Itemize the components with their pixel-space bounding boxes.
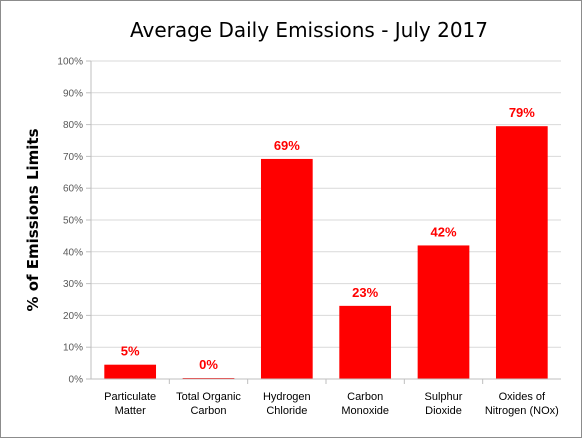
x-tick-label: Oxides of Nitrogen (NOx) [485, 391, 559, 417]
data-label: 79% [509, 105, 535, 120]
x-axis-ticks: Particulate Matter Total Organic Carbon Hydr… [104, 379, 559, 417]
data-label: 0% [199, 357, 218, 372]
y-tick-label: 20% [63, 311, 83, 322]
y-tick-label: 100% [57, 57, 83, 68]
y-axis-label: % of Emissions Limits [24, 128, 42, 311]
bar [339, 305, 392, 379]
y-tick-label: 50% [63, 216, 83, 227]
bars [104, 126, 548, 379]
y-tick-label: 70% [63, 152, 83, 163]
x-tick-label: Carbon Monoxide [341, 391, 389, 417]
data-labels: 5% 0% 69% 23% 42% 79% [121, 105, 536, 372]
gridlines [91, 60, 561, 348]
bar [495, 126, 548, 379]
bar [260, 158, 313, 379]
x-tick-label: Hydrogen Chloride [263, 391, 311, 417]
y-tick-label: 0% [69, 375, 84, 386]
data-label: 42% [430, 224, 456, 239]
data-label: 69% [274, 138, 300, 153]
bar [417, 245, 470, 379]
chart-title: Average Daily Emissions - July 2017 [130, 18, 488, 42]
data-label: 5% [121, 344, 140, 359]
y-tick-label: 30% [63, 279, 83, 290]
y-tick-label: 40% [63, 247, 83, 258]
data-label: 23% [352, 285, 378, 300]
bar [104, 364, 157, 379]
y-tick-label: 60% [63, 184, 83, 195]
y-tick-label: 10% [63, 343, 83, 354]
y-axis-ticks: 0% 10% 20% 30% 40% 50% 60% 70% 80% 90% 100% [57, 57, 91, 386]
x-tick-label: Total Organic Carbon [176, 391, 241, 417]
x-tick-label: Particulate Matter [104, 391, 156, 417]
y-tick-label: 90% [63, 88, 83, 99]
y-tick-label: 80% [63, 120, 83, 131]
x-tick-label: Sulphur Dioxide [425, 391, 463, 417]
